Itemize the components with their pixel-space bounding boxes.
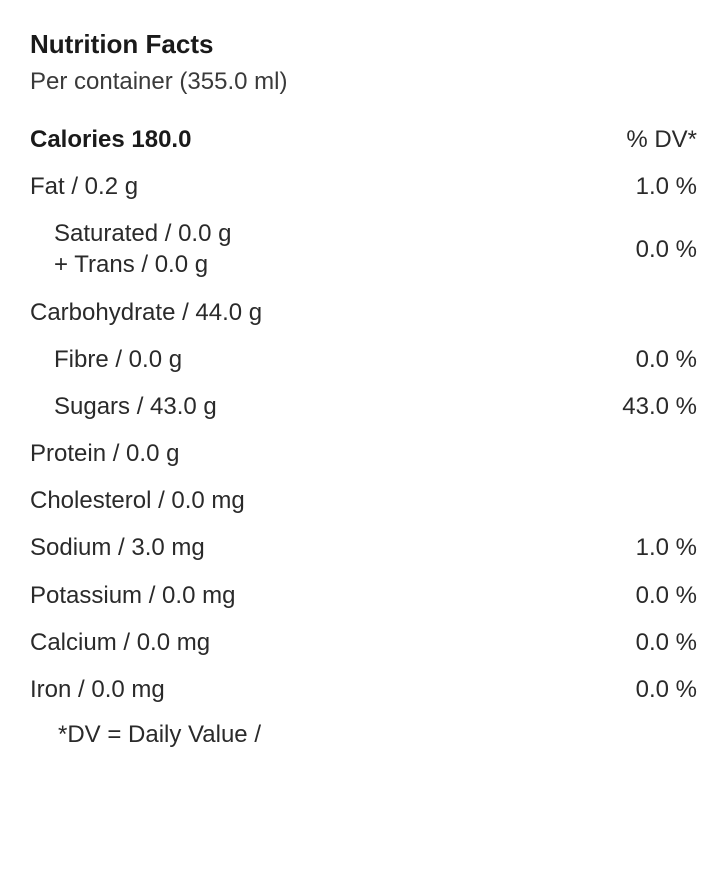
dv-calcium: 0.0 % [636, 627, 697, 658]
label-protein: Protein / 0.0 g [30, 438, 179, 469]
dv-fibre: 0.0 % [636, 344, 697, 375]
row-fibre: Fibre / 0.0 g 0.0 % [30, 344, 697, 375]
calories-label: Calories 180.0 [30, 124, 191, 155]
dv-footnote: *DV = Daily Value / [30, 721, 697, 749]
dv-potassium: 0.0 % [636, 580, 697, 611]
label-carbohydrate: Carbohydrate / 44.0 g [30, 297, 262, 328]
row-carbohydrate: Carbohydrate / 44.0 g [30, 297, 697, 328]
label-potassium: Potassium / 0.0 mg [30, 580, 235, 611]
label-trans: + Trans / 0.0 g [54, 249, 231, 280]
row-protein: Protein / 0.0 g [30, 438, 697, 469]
dv-sugars: 43.0 % [622, 391, 697, 422]
label-calcium: Calcium / 0.0 mg [30, 627, 210, 658]
row-calcium: Calcium / 0.0 mg 0.0 % [30, 627, 697, 658]
dv-saturated-trans: 0.0 % [636, 234, 697, 265]
label-fat: Fat / 0.2 g [30, 171, 138, 202]
label-sugars: Sugars / 43.0 g [30, 391, 217, 422]
label-iron: Iron / 0.0 mg [30, 674, 165, 705]
row-sugars: Sugars / 43.0 g 43.0 % [30, 391, 697, 422]
row-fat: Fat / 0.2 g 1.0 % [30, 171, 697, 202]
header-row: Calories 180.0 % DV* [30, 124, 697, 155]
row-potassium: Potassium / 0.0 mg 0.0 % [30, 580, 697, 611]
label-saturated: Saturated / 0.0 g [54, 218, 231, 249]
dv-fat: 1.0 % [636, 171, 697, 202]
label-saturated-trans: Saturated / 0.0 g + Trans / 0.0 g [30, 218, 231, 280]
nutrition-title: Nutrition Facts [30, 28, 697, 62]
serving-line: Per container (355.0 ml) [30, 68, 697, 96]
row-sodium: Sodium / 3.0 mg 1.0 % [30, 532, 697, 563]
dv-sodium: 1.0 % [636, 532, 697, 563]
label-cholesterol: Cholesterol / 0.0 mg [30, 485, 245, 516]
dv-header: % DV* [626, 124, 697, 155]
dv-iron: 0.0 % [636, 674, 697, 705]
label-sodium: Sodium / 3.0 mg [30, 532, 205, 563]
row-saturated-trans: Saturated / 0.0 g + Trans / 0.0 g 0.0 % [30, 218, 697, 280]
label-fibre: Fibre / 0.0 g [30, 344, 182, 375]
row-iron: Iron / 0.0 mg 0.0 % [30, 674, 697, 705]
row-cholesterol: Cholesterol / 0.0 mg [30, 485, 697, 516]
